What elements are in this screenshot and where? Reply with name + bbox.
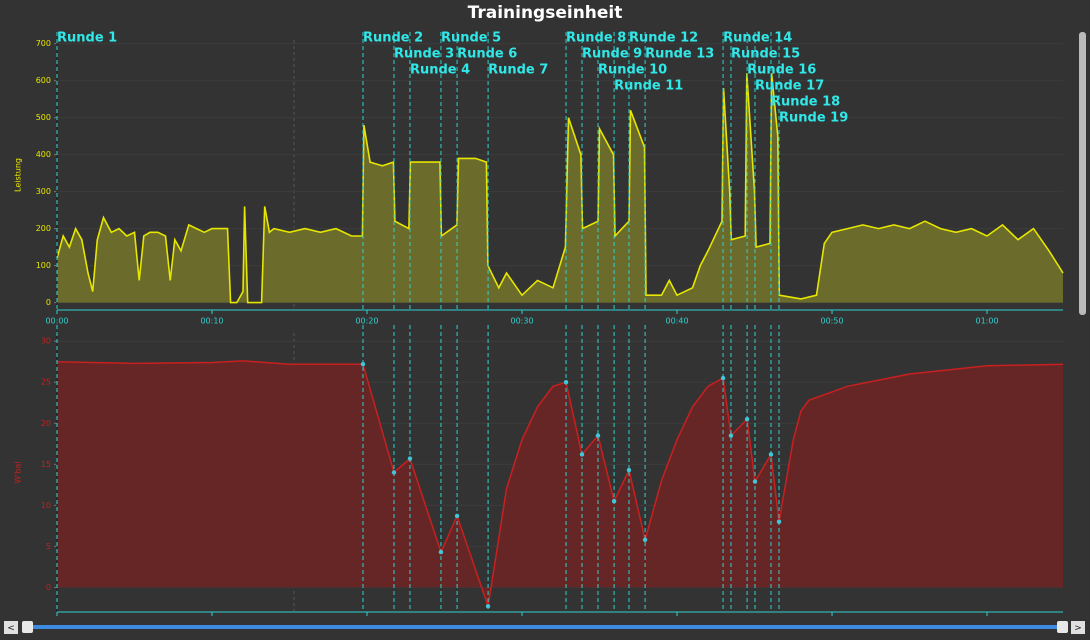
x-tick-label: 00:50 (821, 317, 844, 326)
prev-label[interactable]: < (7, 624, 15, 634)
lap-label: Runde 5 (441, 31, 501, 46)
slider-handle-left[interactable] (22, 621, 33, 633)
lap-point (744, 416, 750, 422)
scrollbar-vertical[interactable] (1079, 32, 1086, 315)
lap-label: Runde 13 (645, 47, 714, 62)
y-tick-label: 10 (41, 501, 51, 510)
lap-point (642, 537, 648, 542)
y-tick-label: 500 (36, 113, 51, 122)
lap-label: Runde 12 (629, 31, 698, 46)
prev-button[interactable] (4, 621, 18, 634)
lap-label: Runde 9 (582, 47, 642, 62)
x-tick-label: 00:10 (200, 317, 223, 326)
x-tick-label: 01:00 (976, 317, 999, 326)
y-tick-label: 300 (36, 187, 51, 196)
lap-point (360, 361, 366, 367)
lap-label: Runde 19 (779, 111, 848, 126)
lap-point (438, 549, 444, 555)
x-tick-label: 00:30 (510, 317, 533, 326)
y-tick-label: 5 (46, 542, 51, 551)
area-fill (57, 360, 1063, 607)
lap-point (768, 452, 774, 457)
y-tick-label: 25 (41, 378, 51, 387)
y-tick-label: 400 (36, 150, 51, 159)
y-axis-label: W'bal (14, 461, 23, 483)
lap-point (485, 604, 491, 609)
lap-label: Runde 3 (394, 47, 454, 62)
range-slider[interactable] (26, 625, 1064, 629)
line (56, 360, 1064, 607)
lap-point (776, 519, 782, 524)
lap-point (595, 433, 601, 438)
y-tick-label: 200 (36, 224, 51, 233)
lap-label: Runde 18 (771, 95, 840, 110)
x-tick-label: 00:40 (665, 317, 688, 326)
lap-label: Runde 14 (723, 31, 792, 46)
lap-label: Runde 1 (57, 31, 117, 46)
y-tick-label: 700 (36, 39, 51, 48)
lap-point (563, 380, 569, 385)
x-tick-label: 00:00 (45, 317, 68, 326)
area-fill (57, 73, 1063, 303)
y-tick-label: 20 (41, 419, 51, 428)
lap-point (728, 433, 734, 438)
lap-label: Runde 15 (731, 47, 800, 62)
lap-label: Runde 6 (457, 47, 517, 62)
y-axis-label: Leistung (14, 158, 23, 192)
lap-label: Runde 7 (488, 63, 548, 78)
lap-point (752, 479, 758, 484)
lap-label: Runde 11 (614, 79, 683, 94)
chart-title: Trainingseinheit (468, 3, 623, 23)
y-tick-label: 0 (46, 583, 51, 592)
lap-point (407, 456, 413, 461)
y-tick-label: 15 (41, 460, 51, 469)
lap-point (454, 513, 460, 519)
lap-label: Runde 8 (566, 31, 626, 46)
y-tick-label: 30 (41, 337, 51, 346)
y-tick-label: 0 (46, 298, 51, 307)
lap-point (579, 452, 585, 457)
next-button[interactable] (1071, 621, 1085, 634)
lap-point (720, 375, 726, 381)
lap-label: Runde 16 (747, 63, 816, 78)
lap-label: Runde 4 (410, 63, 470, 78)
x-tick-label: 00:20 (355, 317, 378, 326)
y-tick-label: 600 (36, 76, 51, 85)
lap-point (611, 499, 617, 504)
lap-label: Runde 2 (363, 31, 423, 46)
line (56, 73, 1064, 304)
slider-handle-right[interactable] (1057, 621, 1068, 633)
lap-label: Runde 10 (598, 63, 667, 78)
y-tick-label: 100 (36, 261, 51, 270)
lap-point (391, 470, 397, 475)
next-label[interactable]: > (1074, 624, 1082, 634)
lap-label: Runde 17 (755, 79, 824, 94)
lap-point (626, 467, 632, 473)
